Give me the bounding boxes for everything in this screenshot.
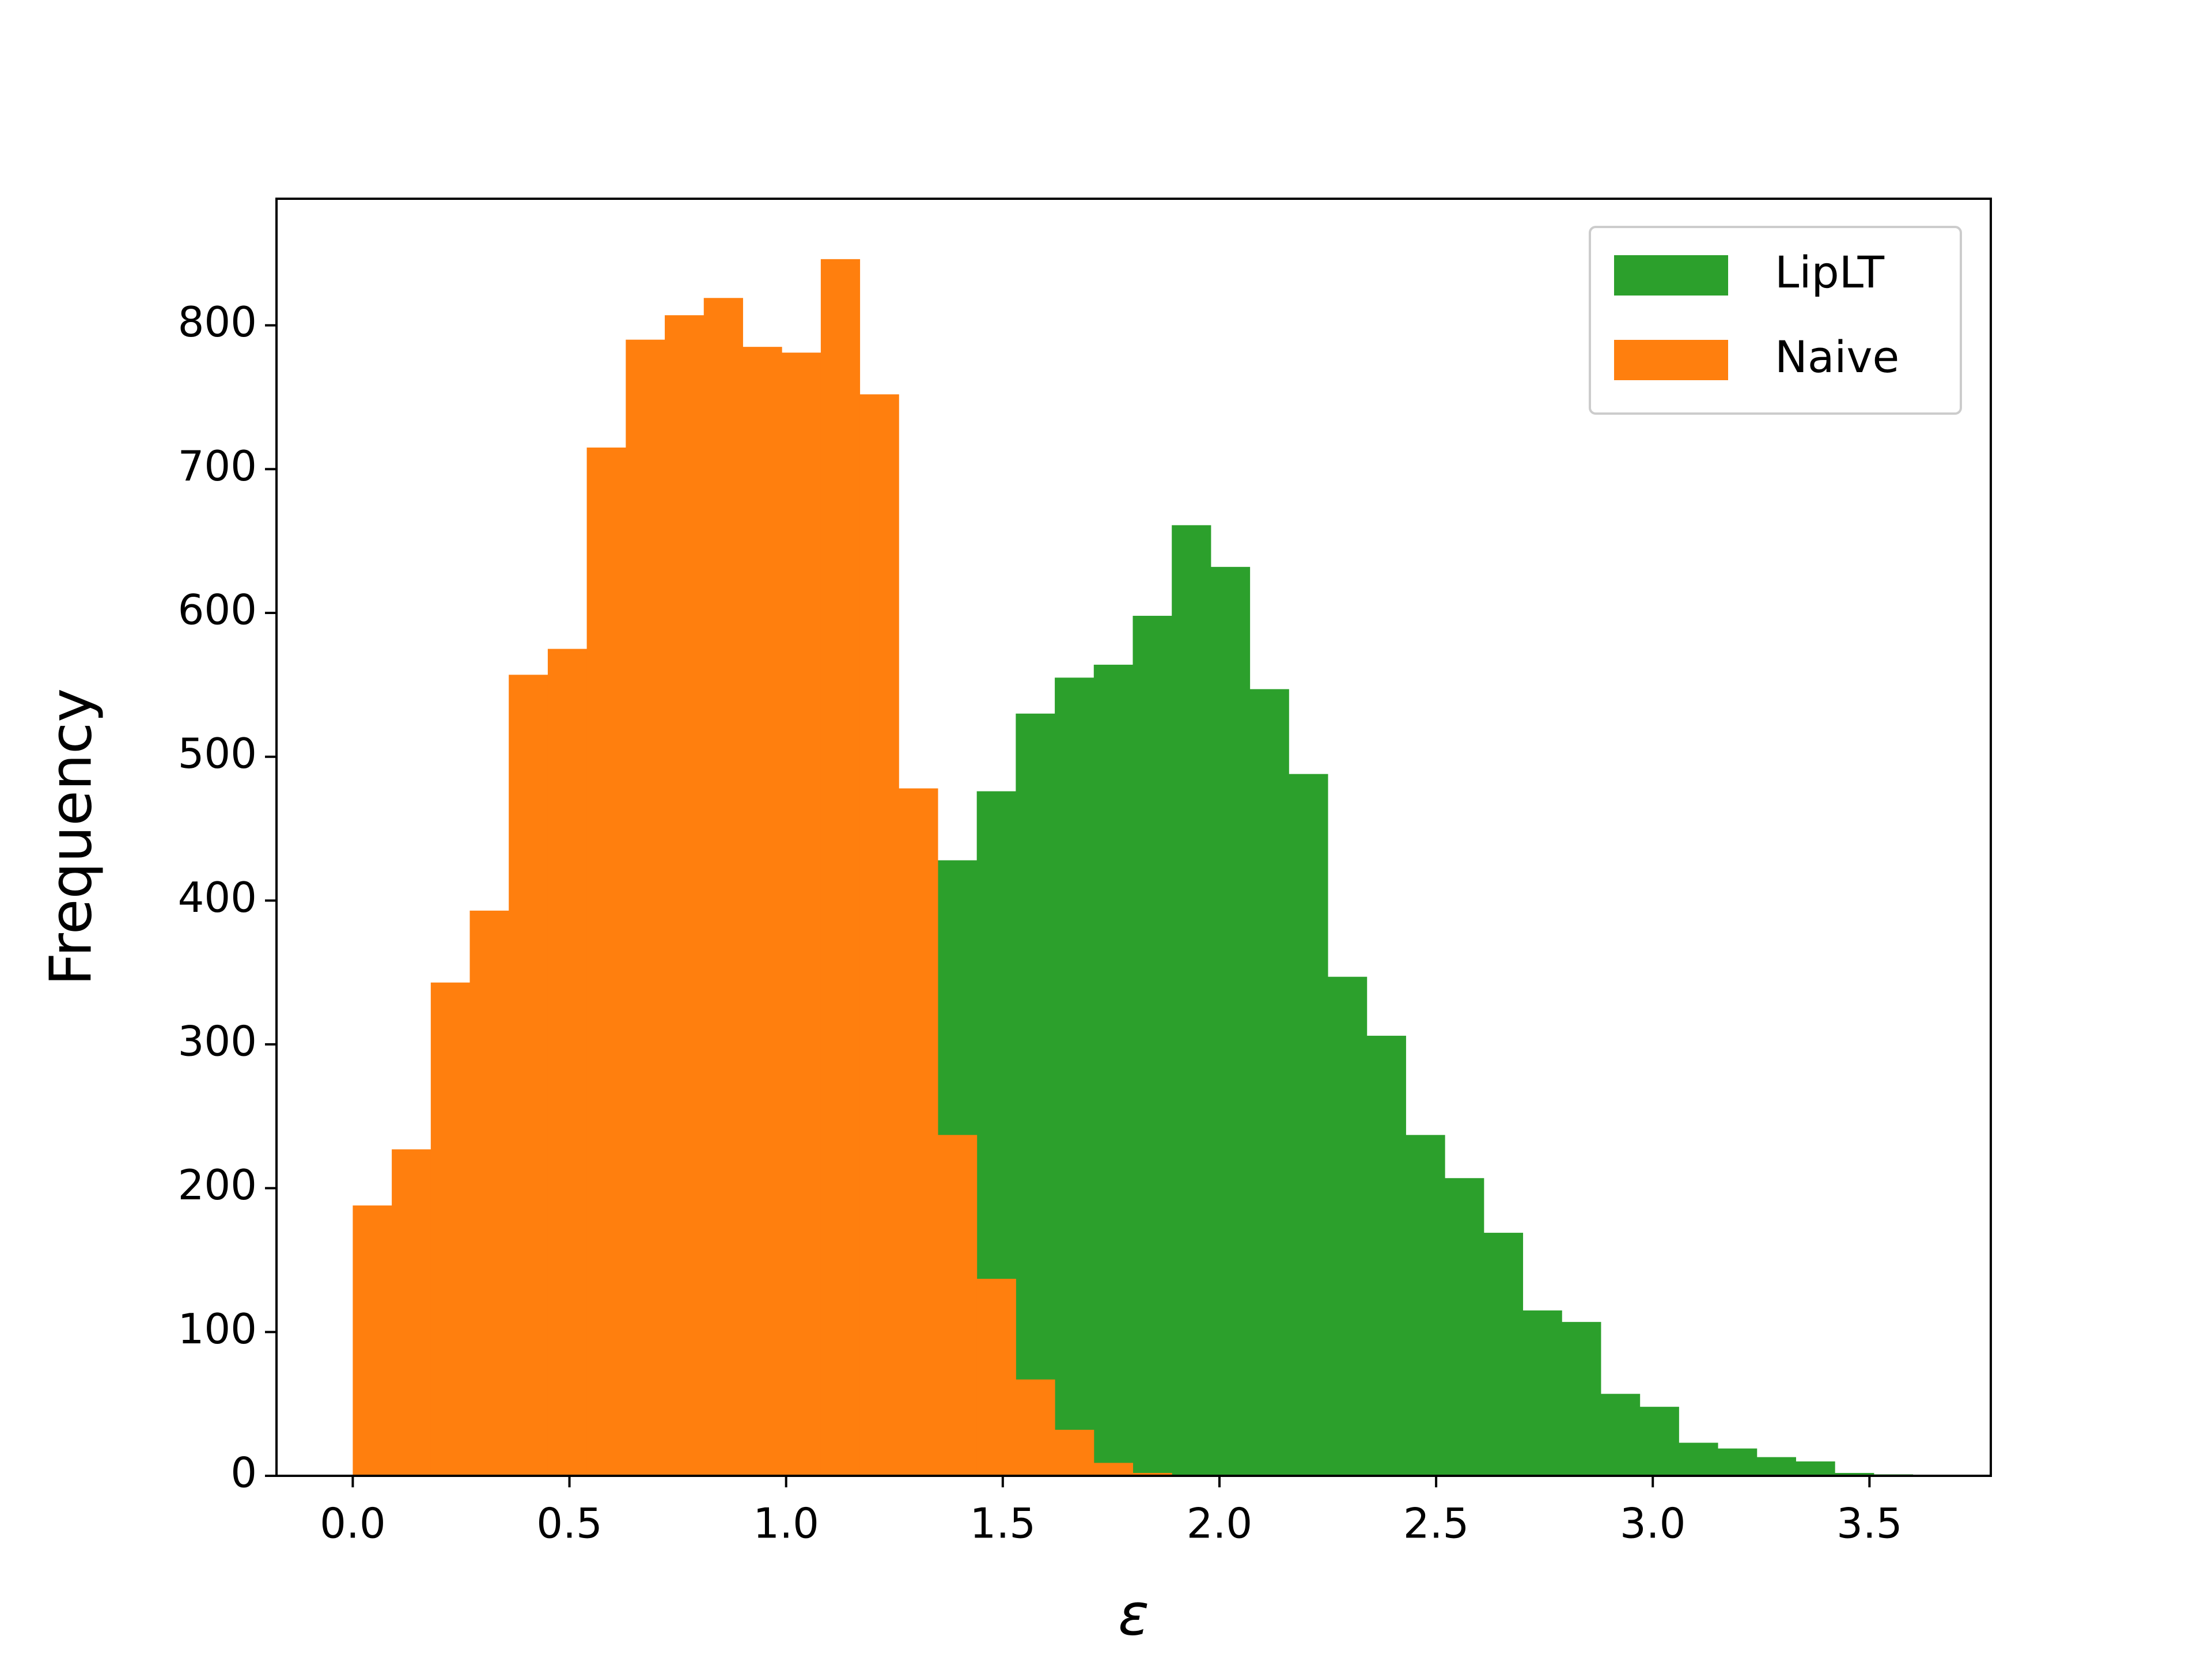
histogram-bar xyxy=(782,353,821,1476)
histogram-bar xyxy=(1132,1473,1172,1476)
x-tick-label: 0.5 xyxy=(536,1499,603,1548)
histogram-bar xyxy=(547,649,588,1476)
histogram-bar xyxy=(1055,677,1094,1476)
x-tick-label: 1.5 xyxy=(970,1499,1036,1548)
histogram-bar xyxy=(1093,664,1133,1476)
y-axis-label: Frequency xyxy=(37,688,104,986)
histogram-bar xyxy=(976,1278,1016,1476)
y-tick-label: 800 xyxy=(178,298,257,346)
histogram-bar xyxy=(820,259,861,1476)
histogram-bar xyxy=(1835,1473,1874,1476)
y-tick-label: 200 xyxy=(178,1161,257,1209)
histogram-bar xyxy=(1796,1461,1835,1476)
histogram-bar xyxy=(1406,1135,1445,1476)
histogram-bar xyxy=(392,1149,431,1476)
histogram-bar xyxy=(743,347,782,1476)
y-tick-label: 600 xyxy=(178,586,257,634)
histogram-bar xyxy=(1093,1463,1133,1476)
x-tick-label: 1.0 xyxy=(753,1499,819,1548)
histogram-bar xyxy=(1055,1430,1094,1476)
x-tick-label: 2.5 xyxy=(1403,1499,1469,1548)
y-tick-label: 0 xyxy=(230,1449,257,1497)
histogram-bar xyxy=(1600,1393,1641,1476)
histogram-bar xyxy=(899,788,938,1476)
histogram-bar xyxy=(859,394,899,1476)
histogram-bar xyxy=(1445,1178,1484,1476)
plot-area xyxy=(353,259,1914,1476)
histogram-bar xyxy=(1249,689,1289,1476)
histogram-bar xyxy=(430,982,471,1476)
x-axis-label: ε xyxy=(1118,1581,1149,1648)
histogram-bar xyxy=(703,298,743,1476)
histogram-bar xyxy=(353,1205,392,1476)
histogram-bar xyxy=(1756,1457,1796,1476)
legend-swatch xyxy=(1614,255,1728,296)
histogram-bar xyxy=(1016,1379,1055,1476)
y-tick-label: 400 xyxy=(178,873,257,922)
x-tick-label: 3.0 xyxy=(1620,1499,1686,1548)
axes-frame xyxy=(275,198,1992,1477)
y-tick-label: 700 xyxy=(178,442,257,490)
x-tick-label: 3.5 xyxy=(1836,1499,1903,1548)
histogram-bar xyxy=(1172,525,1211,1476)
legend-label: Naive xyxy=(1775,331,1899,382)
x-tick-label: 0.0 xyxy=(320,1499,386,1548)
legend-label: LipLT xyxy=(1775,247,1885,298)
histogram-bar xyxy=(1328,976,1368,1476)
y-tick-label: 500 xyxy=(178,729,257,778)
histogram-bar xyxy=(1016,713,1055,1476)
histogram-bar xyxy=(509,675,548,1476)
legend-swatch xyxy=(1614,340,1728,380)
histogram-bar xyxy=(586,447,626,1476)
histogram-bar xyxy=(1522,1310,1562,1476)
y-tick-label: 100 xyxy=(178,1305,257,1353)
histogram-bar xyxy=(1132,616,1172,1476)
histogram-bar xyxy=(937,1135,978,1476)
histogram-bar xyxy=(1210,567,1251,1476)
histogram-bar xyxy=(1679,1442,1718,1476)
histogram-bar xyxy=(1483,1233,1524,1476)
y-tick-label: 300 xyxy=(178,1017,257,1066)
histogram-bar xyxy=(469,910,509,1476)
histogram-bar xyxy=(1639,1407,1679,1476)
histogram-bar xyxy=(1289,774,1328,1476)
histogram-bar xyxy=(665,315,704,1476)
histogram-bar xyxy=(626,339,665,1476)
x-tick-label: 2.0 xyxy=(1187,1499,1253,1548)
histogram-bar xyxy=(1562,1321,1601,1476)
histogram-bar xyxy=(1366,1036,1406,1476)
histogram-bar xyxy=(1718,1448,1758,1476)
